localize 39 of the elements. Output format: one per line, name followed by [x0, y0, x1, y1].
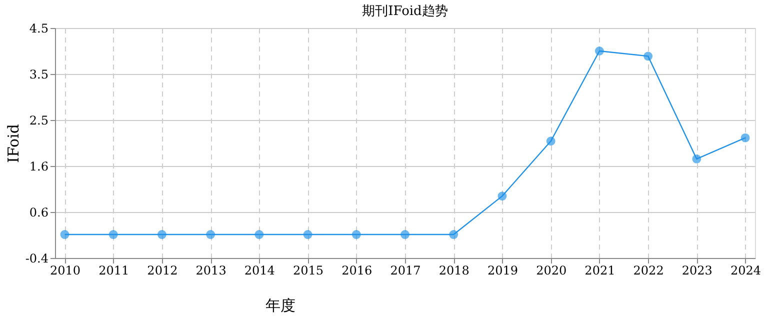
x-tick-label: 2018	[438, 264, 470, 278]
y-tick-label: 1.6	[29, 160, 48, 174]
point	[303, 230, 312, 239]
y-tick-label: 3.5	[29, 68, 48, 82]
point	[400, 230, 410, 239]
y-axis-title: IFoid	[4, 124, 22, 163]
point	[352, 230, 361, 239]
x-tick-label: 2015	[293, 264, 324, 278]
point	[157, 230, 166, 239]
y-tick-label: 2.5	[29, 114, 48, 128]
point	[108, 230, 118, 239]
x-tick-label: 2013	[196, 264, 226, 278]
point	[594, 46, 604, 56]
point	[740, 133, 750, 142]
x-tick-label: 2017	[390, 264, 421, 278]
point	[546, 136, 556, 146]
point	[60, 230, 70, 239]
y-tick-label: -0.4	[25, 252, 49, 266]
x-tick-label: 2012	[147, 264, 178, 278]
x-tick-label: 2011	[98, 264, 130, 278]
x-tick-label: 2021	[584, 264, 616, 278]
x-tick-label: 2024	[730, 264, 762, 278]
point	[254, 230, 264, 239]
point	[644, 52, 653, 61]
y-tick-label: 0.6	[29, 206, 48, 220]
x-tick-label: 2014	[244, 264, 276, 278]
x-tick-label: 2020	[536, 264, 567, 278]
point	[498, 192, 507, 201]
x-tick-label: 2016	[342, 264, 372, 278]
point	[206, 230, 216, 239]
x-tick-label: 2023	[682, 264, 712, 278]
x-axis-title: 年度	[266, 296, 296, 314]
x-tick-label: 2019	[487, 264, 518, 278]
chart-title: 期刊IFoid趋势	[362, 4, 448, 19]
y-tick-label: 4.5	[29, 22, 48, 36]
x-tick-label: 2010	[50, 264, 80, 278]
point	[449, 230, 458, 239]
x-tick-label: 2022	[633, 264, 664, 278]
point	[692, 154, 702, 164]
